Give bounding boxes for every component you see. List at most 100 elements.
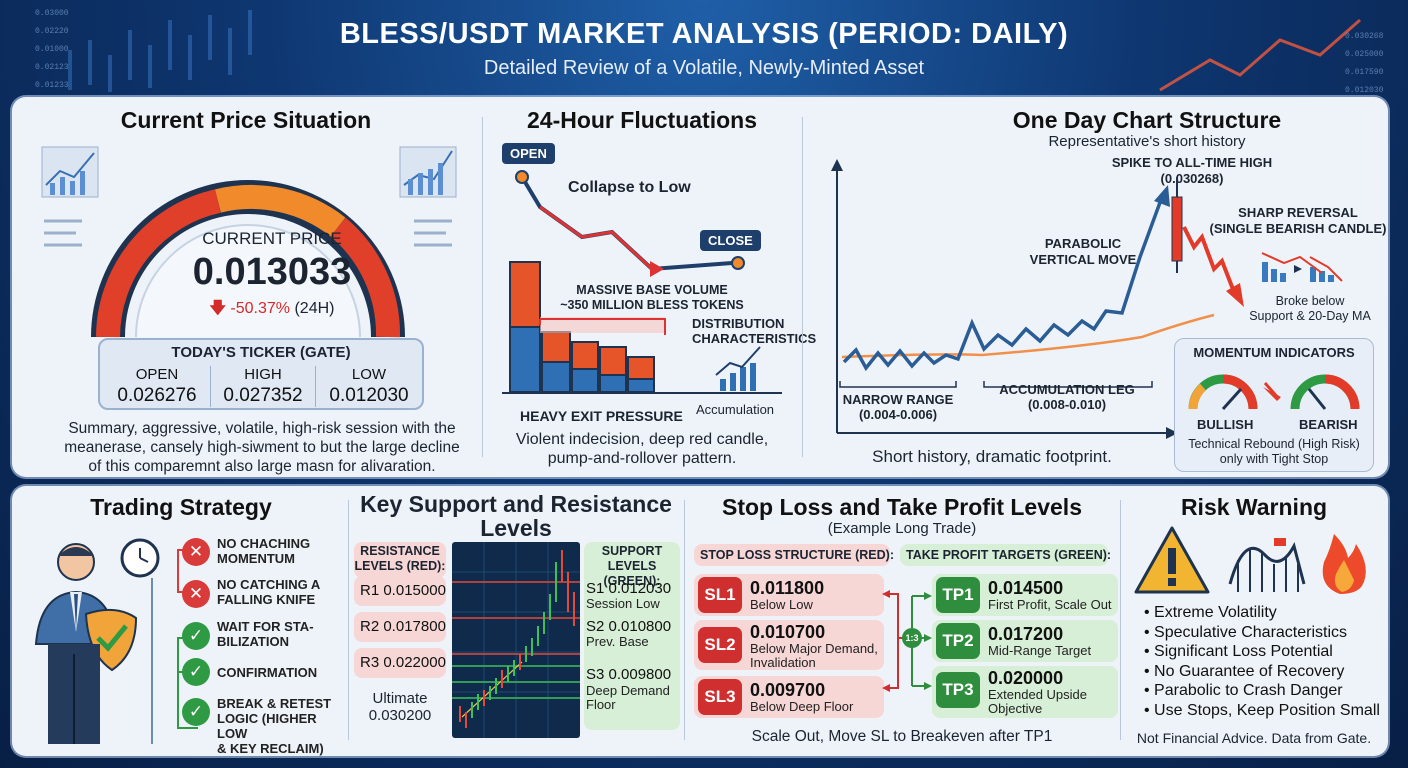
levels-chart	[452, 542, 580, 738]
price-change: 🡇 -50.37% (24H)	[12, 297, 532, 324]
ticker-title: TODAY'S TICKER (GATE)	[171, 344, 351, 361]
rebound-label: Technical Rebound (High Risk) only with …	[1175, 437, 1373, 467]
fluctuation-chart	[502, 170, 782, 394]
sl1-note: Below Low	[750, 597, 813, 612]
s2-note: Prev. Base	[586, 634, 649, 649]
resistance-title-line-2: LEVELS (RED):	[354, 559, 446, 573]
broke-support-label: Broke below Support & 20-Day MA	[1230, 294, 1390, 324]
strategy-item-no-chasing: NO CHACHING MOMENTUM	[217, 536, 310, 566]
trader-illustration	[34, 538, 160, 744]
sl3-value: 0.009700	[750, 680, 826, 700]
current-price-section: Current Price Situation CURRENT PRICE 0.…	[12, 97, 480, 477]
strategy-section: Trading Strategy ✕ NO CHACHING MOMENTUM …	[12, 486, 350, 756]
fluctuations-caption-1: Violent indecision, deep red candle,	[515, 431, 769, 448]
header: BLESS/USDT MARKET ANALYSIS (PERIOD: DAIL…	[0, 18, 1408, 80]
momentum-box: MOMENTUM INDICATORS BULLISH BEARISH Tech…	[1174, 338, 1374, 472]
collapse-label: Collapse to Low	[568, 179, 691, 196]
volume-label: MASSIVE BASE VOLUME ~350 MILLION BLESS T…	[532, 283, 772, 313]
parabolic-line-2: VERTICAL MOVE	[1029, 252, 1137, 267]
support-title-line-2: LEVELS (GREEN):	[603, 559, 661, 588]
risk-item: Speculative Characteristics	[1144, 623, 1380, 643]
accumulation-label: Accumulation	[696, 402, 775, 417]
strategy-item-line: BILIZATION	[217, 634, 289, 649]
strategy-item-line: BREAK & RETEST	[217, 696, 332, 711]
svg-text:0.01000: 0.01000	[35, 45, 69, 54]
current-price-title: Current Price Situation	[120, 107, 372, 133]
tp2-note: Mid-Range Target	[988, 643, 1092, 658]
rebound-line-1: Technical Rebound (High Risk)	[1188, 437, 1360, 451]
reversal-label: SHARP REVERSAL (SINGLE BEARISH CANDLE)	[1188, 205, 1408, 237]
risk-title: Risk Warning	[1180, 494, 1328, 520]
page-title: BLESS/USDT MARKET ANALYSIS (PERIOD: DAIL…	[339, 18, 1069, 50]
svg-text:0.017590: 0.017590	[1345, 68, 1384, 77]
summary-line-3: of this comparemnt also large masn for a…	[88, 458, 436, 475]
accum-line-2: (0.008-0.010)	[1027, 397, 1107, 412]
price-gauge	[41, 146, 457, 338]
ath-line-1: SPIKE TO ALL-TIME HIGH	[1111, 155, 1273, 170]
ticker-open: OPEN 0.026276	[104, 366, 210, 407]
svg-text:0.030268: 0.030268	[1345, 32, 1384, 41]
divider	[348, 500, 349, 740]
current-price-label: CURRENT PRICE	[202, 229, 342, 248]
ultimate-line-1: Ultimate	[372, 690, 428, 707]
strategy-item-break-retest: BREAK & RETEST LOGIC (HIGHER LOW & KEY R…	[217, 696, 350, 756]
r2-level: R2 0.017800	[360, 618, 446, 635]
divider	[802, 117, 803, 457]
sl2-tag: SL2	[698, 627, 742, 663]
risk-icons	[1134, 526, 1366, 594]
tp3-note: Extended Upside Objective	[988, 688, 1087, 716]
narrow-line-2: (0.004-0.006)	[858, 407, 938, 422]
risk-section: Risk Warning Extreme Vo	[1120, 486, 1388, 756]
fluctuations-caption-2: pump-and-rollover pattern.	[547, 450, 737, 467]
narrow-range-label: NARROW RANGE (0.004-0.006)	[838, 392, 958, 422]
price-change-percent: -50.37%	[230, 300, 291, 317]
chart-structure-subtitle: Representative's short history	[1048, 133, 1246, 150]
stops-section: Stop Loss and Take Profit Levels (Exampl…	[684, 486, 1120, 756]
r1-level: R1 0.015000	[360, 582, 446, 599]
strategy-item-wait-stabilization: WAIT FOR STA- BILIZATION	[217, 619, 314, 649]
risk-item: Parabolic to Crash Danger	[1144, 681, 1380, 701]
sl3-note: Below Deep Floor	[750, 699, 854, 714]
reversal-line-1: SHARP REVERSAL	[1238, 205, 1358, 220]
volume-line-1: MASSIVE BASE VOLUME	[576, 283, 728, 297]
s3-level: S3 0.009800	[586, 666, 672, 683]
reversal-line-2: (SINGLE BEARISH CANDLE)	[1209, 221, 1387, 236]
divider	[684, 500, 685, 740]
strategy-item-line: NO CATCHING A	[217, 577, 321, 592]
bottom-panel: Trading Strategy ✕ NO CHACHING MOMENTUM …	[12, 486, 1388, 756]
ultimate-level: Ultimate 0.030200	[354, 690, 446, 724]
resistance-title: RESISTANCE LEVELS (RED):	[354, 544, 446, 574]
open-tag: OPEN	[502, 143, 555, 164]
strategy-item-line: MOMENTUM	[217, 551, 295, 566]
divider	[1120, 500, 1121, 740]
stops-subtitle: (Example Long Trade)	[827, 520, 977, 537]
tp-header-box	[900, 544, 1108, 566]
strategy-item-line: WAIT FOR STA-	[217, 619, 314, 634]
sl-header: STOP LOSS STRUCTURE (RED):	[700, 548, 894, 562]
strategy-item-line: LOGIC (HIGHER LOW	[217, 711, 317, 741]
x-mark-icon: ✕	[182, 580, 210, 608]
strategy-item-line: CONFIRMATION	[217, 665, 318, 680]
ticker-high: HIGH 0.027352	[210, 366, 316, 407]
sl2-note-line-1: Below Major Demand,	[750, 641, 878, 656]
risk-item: No Guarantee of Recovery	[1144, 662, 1380, 682]
strategy-item-line: FALLING KNIFE	[217, 592, 316, 607]
momentum-gauges	[1188, 374, 1360, 411]
risk-item: Use Stops, Keep Position Small	[1144, 701, 1380, 721]
ticker-low-value: 0.012030	[329, 385, 409, 406]
r3-box	[354, 648, 446, 678]
broke-line-1: Broke below	[1275, 294, 1345, 308]
bullish-gauge-icon	[1188, 374, 1258, 411]
summary-line-2: meanerase, cansely high-siwment to but t…	[64, 439, 460, 456]
fluctuations-title: 24-Hour Fluctuations	[526, 107, 757, 133]
rebound-line-2: only with Tight Stop	[1219, 452, 1329, 466]
support-title: SUPPORT LEVELS (GREEN):	[584, 544, 680, 589]
strategy-item-no-falling-knife: NO CATCHING A FALLING KNIFE	[217, 577, 320, 607]
tp1-value: 0.014500	[988, 578, 1064, 598]
sl2-note: Below Major Demand, Invalidation	[750, 642, 878, 670]
warning-icon	[1134, 526, 1210, 594]
bearish-label: BEARISH	[1299, 417, 1358, 432]
s1-note: Session Low	[586, 596, 660, 611]
sl3-tag: SL3	[698, 679, 742, 715]
ticker-open-label: OPEN	[135, 366, 179, 383]
